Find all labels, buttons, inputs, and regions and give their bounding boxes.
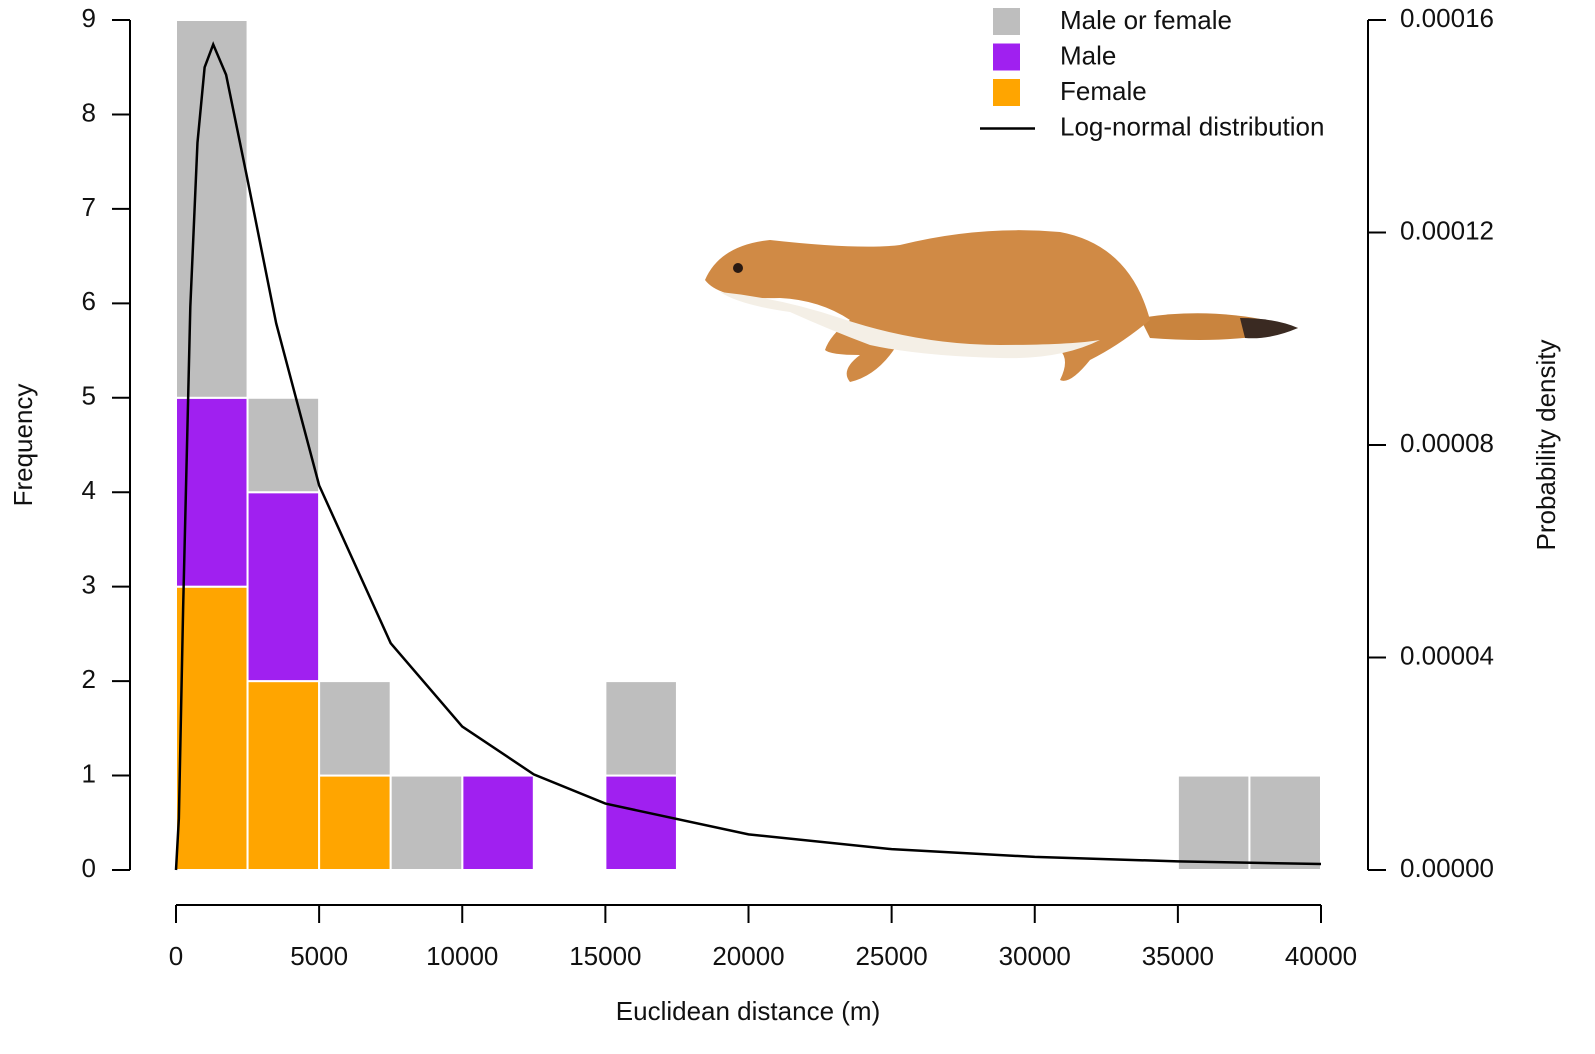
bar	[1248, 774, 1322, 871]
x-tick-label: 40000	[1285, 941, 1357, 971]
y2-tick-label: 0.00008	[1400, 428, 1494, 458]
y-tick-label: 3	[82, 570, 96, 600]
x-axis-title: Euclidean distance (m)	[616, 996, 880, 1026]
y-tick-label: 0	[82, 853, 96, 883]
bar	[246, 491, 321, 683]
x-tick-label: 35000	[1142, 941, 1214, 971]
x-tick-label: 5000	[290, 941, 348, 971]
legend-label: Male	[1060, 40, 1116, 70]
y2-axis-title: Probability density	[1531, 340, 1561, 551]
legend-label: Female	[1060, 76, 1147, 106]
bar	[604, 680, 678, 777]
x-tick-label: 0	[169, 941, 183, 971]
bar	[246, 680, 321, 871]
legend-label: Male or female	[1060, 5, 1232, 35]
y-tick-label: 8	[82, 97, 96, 127]
y-tick-label: 2	[82, 664, 96, 694]
y-tick-label: 7	[82, 192, 96, 222]
y-tick-label: 5	[82, 381, 96, 411]
bar	[318, 680, 392, 777]
bar	[389, 774, 464, 871]
bar	[175, 585, 249, 872]
legend-swatch	[993, 43, 1020, 71]
x-tick-label: 10000	[426, 941, 498, 971]
y-tick-label: 1	[82, 758, 96, 788]
y-tick-label: 4	[82, 475, 96, 505]
bar	[604, 774, 678, 871]
y-tick-label: 9	[82, 3, 96, 33]
density-line	[174, 41, 1322, 871]
y2-tick-label: 0.00012	[1400, 215, 1494, 245]
x-tick-label: 20000	[712, 941, 784, 971]
x-tick-label: 30000	[999, 941, 1071, 971]
bar	[1176, 774, 1251, 871]
y2-tick-label: 0.00000	[1400, 853, 1494, 883]
y-axis-title: Frequency	[8, 384, 38, 507]
bar	[175, 19, 249, 399]
y2-tick-label: 0.00016	[1400, 3, 1494, 33]
legend-swatch	[993, 8, 1020, 35]
legend-label: Log-normal distribution	[1060, 111, 1324, 141]
x-tick-label: 15000	[569, 941, 641, 971]
bar	[318, 774, 392, 871]
y-tick-label: 6	[82, 286, 96, 316]
y2-tick-label: 0.00004	[1400, 640, 1494, 670]
bar	[461, 774, 535, 871]
x-tick-label: 25000	[855, 941, 927, 971]
weasel-illustration	[705, 230, 1298, 382]
legend-swatch	[993, 79, 1020, 106]
